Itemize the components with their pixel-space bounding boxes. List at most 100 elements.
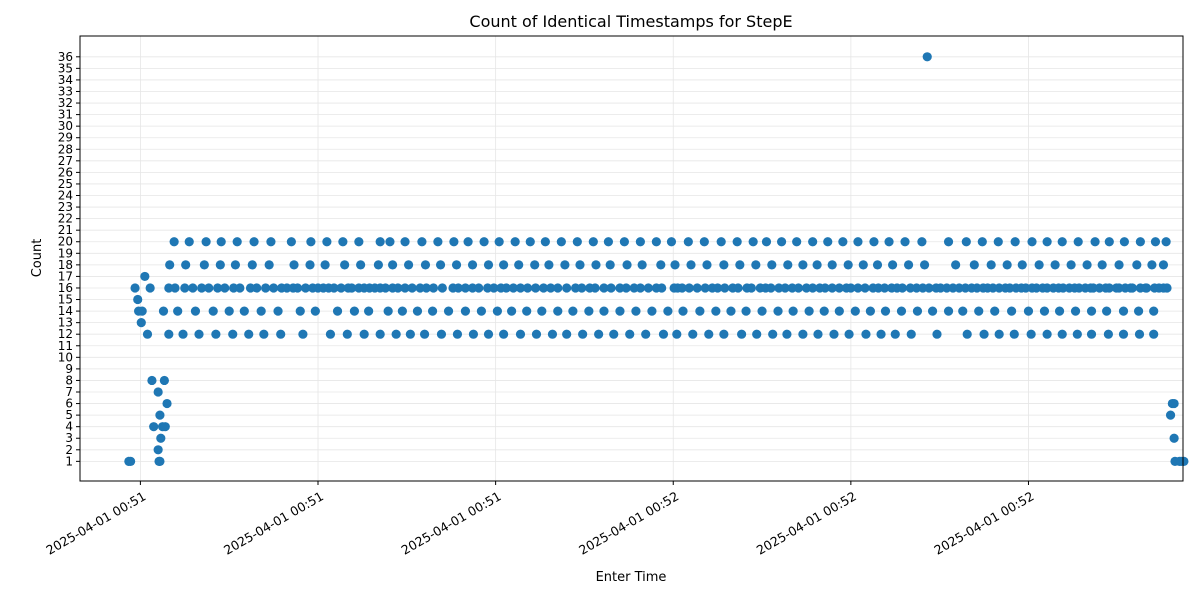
data-point xyxy=(435,260,446,270)
data-point xyxy=(651,237,661,247)
data-point xyxy=(757,306,767,316)
data-point xyxy=(843,260,853,270)
y-tick-label: 26 xyxy=(58,165,73,179)
data-point xyxy=(162,398,172,409)
data-point xyxy=(1179,456,1189,466)
chart-title: Count of Identical Timestamps for StepE xyxy=(469,12,792,31)
data-point xyxy=(553,283,563,293)
data-point xyxy=(1023,306,1034,316)
data-point xyxy=(793,283,804,293)
data-point xyxy=(156,433,166,443)
data-point xyxy=(686,260,696,270)
data-point xyxy=(666,237,677,247)
data-point xyxy=(808,237,818,247)
data-point xyxy=(896,306,907,316)
data-point xyxy=(657,283,667,293)
data-point xyxy=(631,306,641,316)
y-tick-label: 11 xyxy=(58,339,73,353)
data-point xyxy=(140,271,150,282)
data-point xyxy=(798,260,808,270)
data-point xyxy=(136,318,146,328)
data-point xyxy=(603,237,614,247)
x-axis-label: Enter Time xyxy=(596,570,667,585)
data-point xyxy=(1114,260,1124,270)
data-point xyxy=(900,237,910,247)
data-point xyxy=(684,283,694,293)
data-point xyxy=(577,283,587,293)
data-point xyxy=(417,237,427,247)
data-point xyxy=(808,283,818,293)
data-point xyxy=(300,283,311,293)
data-point xyxy=(994,329,1004,339)
data-point xyxy=(804,306,814,316)
data-point xyxy=(1141,283,1152,293)
data-point xyxy=(373,260,383,270)
data-point xyxy=(647,306,657,316)
data-point xyxy=(695,306,705,316)
data-point xyxy=(1039,306,1050,316)
y-tick-label: 19 xyxy=(58,246,73,260)
data-point xyxy=(194,329,204,339)
data-point xyxy=(670,260,680,270)
data-point xyxy=(178,329,188,339)
data-point xyxy=(510,237,520,247)
data-point xyxy=(1066,260,1076,270)
data-point xyxy=(768,329,778,339)
data-point xyxy=(924,283,934,293)
y-tick-label: 13 xyxy=(58,316,73,330)
data-point xyxy=(927,306,938,316)
data-point xyxy=(375,237,385,247)
data-point xyxy=(1097,260,1107,270)
data-point xyxy=(700,283,710,293)
data-point xyxy=(678,306,688,316)
data-point xyxy=(239,306,249,316)
data-point xyxy=(1150,237,1161,247)
data-point xyxy=(1134,329,1145,339)
y-tick-label: 5 xyxy=(65,408,73,422)
data-point xyxy=(537,306,547,316)
data-point xyxy=(201,237,211,247)
data-point xyxy=(269,283,279,293)
data-point xyxy=(553,306,563,316)
data-point xyxy=(547,329,558,339)
data-point xyxy=(713,283,723,293)
data-point xyxy=(385,237,395,247)
data-point xyxy=(741,306,751,316)
data-point xyxy=(605,260,615,270)
data-point xyxy=(943,237,954,247)
data-point xyxy=(468,329,479,339)
data-point xyxy=(453,283,463,293)
data-point xyxy=(622,260,632,270)
data-point xyxy=(783,260,793,270)
y-tick-label: 22 xyxy=(58,212,73,226)
data-point xyxy=(170,283,180,293)
data-point xyxy=(1103,329,1114,339)
data-point xyxy=(145,283,155,293)
data-point xyxy=(897,283,907,293)
data-point xyxy=(437,283,447,293)
data-point xyxy=(1127,283,1137,293)
data-point xyxy=(609,329,619,339)
data-point xyxy=(349,306,360,316)
data-point xyxy=(780,283,790,293)
data-point xyxy=(1026,329,1036,339)
data-point xyxy=(872,260,883,270)
data-point xyxy=(538,283,549,293)
data-point xyxy=(359,329,369,339)
data-point xyxy=(1050,260,1060,270)
data-point xyxy=(211,329,221,339)
data-point xyxy=(1169,398,1179,409)
data-point xyxy=(298,329,308,339)
data-point xyxy=(530,260,540,270)
data-point xyxy=(391,329,401,339)
y-tick-label: 27 xyxy=(58,154,73,168)
data-point xyxy=(1165,410,1176,420)
data-point xyxy=(356,260,366,270)
data-point xyxy=(169,237,179,247)
data-point xyxy=(197,283,207,293)
data-point xyxy=(199,260,209,270)
data-point xyxy=(305,260,315,270)
data-point xyxy=(726,306,736,316)
data-point xyxy=(501,283,511,293)
